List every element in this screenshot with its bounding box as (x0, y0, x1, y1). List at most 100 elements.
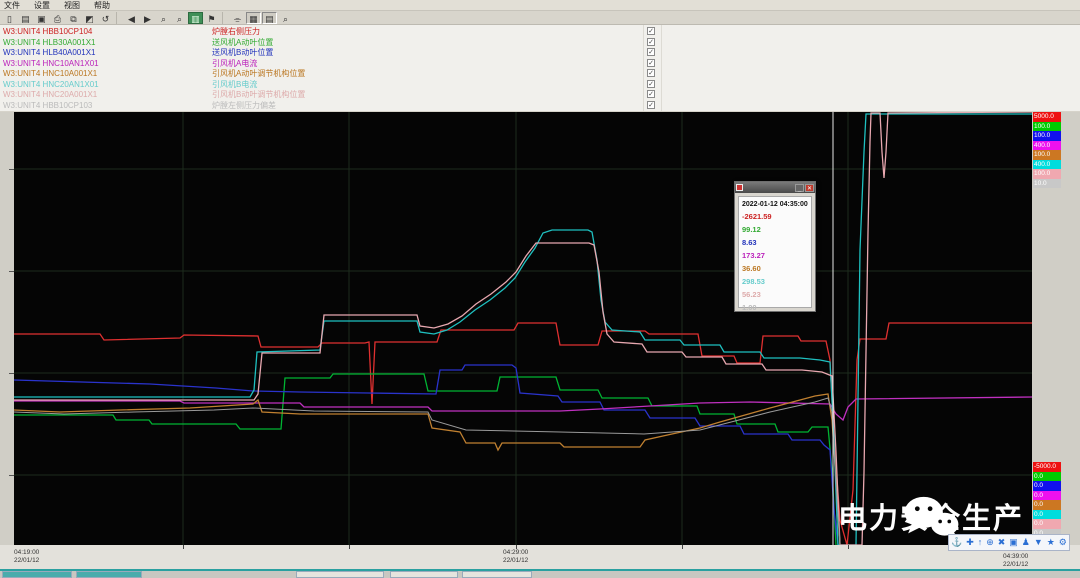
scale-max-labels: 5000.0 100.0 100.0 400.0 100.0 400.0 100.0 10.0 (1033, 112, 1061, 188)
axis-tick (9, 271, 14, 272)
minimize-button[interactable]: _ (795, 183, 804, 192)
legend-row[interactable]: W3:UNIT4 HNC20AN1X01 引风机B电流 ✓ (0, 79, 1080, 90)
taskbar-item[interactable] (76, 571, 142, 578)
pen-visible-checkbox[interactable]: ✓ (647, 69, 655, 77)
legend-row[interactable]: W3:UNIT4 HBB10CP104 炉膛右侧压力 ✓ (0, 26, 1080, 37)
scale-max-value: 400.0 (1033, 159, 1061, 169)
open-icon[interactable]: ▤ (18, 11, 33, 24)
popup-values-panel: 2022-01-12 04:35:00 -2621.59 99.12 8.63 173… (738, 196, 812, 312)
pen-visible-checkbox[interactable]: ✓ (647, 90, 655, 98)
refresh-icon[interactable]: ↺ (98, 11, 113, 24)
pen-description-label: 送风机A动叶位置 (212, 37, 274, 47)
menu-item-0[interactable]: 文件 (4, 0, 20, 10)
legend-row[interactable]: W3:UNIT4 HLB30A001X1 送风机A动叶位置 ✓ (0, 37, 1080, 48)
cursor-value: 8.63 (742, 238, 757, 247)
pen-description-label: 引风机A电流 (212, 58, 258, 68)
time-label-end: 04:39:00 22/01/12 (1003, 553, 1029, 568)
taskbar-item[interactable] (462, 571, 532, 578)
grid-icon[interactable]: ▣ (1009, 537, 1018, 547)
legend-divider (661, 25, 662, 111)
print-icon[interactable]: ⎙ (50, 11, 65, 24)
pen-visible-checkbox[interactable]: ✓ (647, 100, 655, 109)
taskbar-item[interactable] (296, 571, 384, 578)
cursor-value: -2621.59 (742, 212, 772, 221)
cursor-value: 1.00 (742, 303, 757, 312)
pen-visible-checkbox[interactable]: ✓ (647, 37, 655, 46)
cursor-value: 56.23 (742, 290, 761, 299)
axis-tick (349, 545, 350, 549)
settings-icon[interactable]: ⚙ (1058, 537, 1067, 547)
scale-min-value: 0.0 (1033, 481, 1061, 491)
floating-nav-toolbar: ⚓ ✚ ↑ ⊕ ✖ ▣ ♟ ▼ ★ ⚙ (948, 534, 1070, 551)
menu-item-2[interactable]: 视图 (64, 0, 80, 10)
scale-max-value: 400.0 (1033, 140, 1061, 150)
taskbar-item[interactable] (390, 571, 458, 578)
axis-tick (682, 545, 683, 549)
pen-visible-checkbox[interactable]: ✓ (647, 27, 655, 35)
grid-view-icon[interactable]: ▦ (246, 11, 261, 24)
menu-item-3[interactable]: 帮助 (94, 0, 110, 10)
zoom-out-icon[interactable]: ⌕ (172, 11, 187, 24)
trend-plot-area[interactable]: 电力安全生产 (14, 112, 1032, 545)
close-icon[interactable]: ✖ (997, 537, 1006, 547)
trend-line-5 (14, 113, 1032, 545)
legend-row[interactable]: W3:UNIT4 HNC10AN1X01 引风机A电流 ✓ (0, 58, 1080, 69)
pen-visible-checkbox[interactable]: ✓ (647, 58, 655, 67)
menu-item-1[interactable]: 设置 (34, 0, 50, 10)
pen-visible-checkbox[interactable]: ✓ (647, 79, 655, 88)
time-label-start: 04:19:00 22/01/12 (14, 549, 40, 564)
user-icon[interactable]: ♟ (1021, 537, 1030, 547)
pen-legend: W3:UNIT4 HBB10CP104 炉膛右侧压力 ✓ W3:UNIT4 HLB30… (0, 25, 1080, 111)
popup-title-bar[interactable]: _ ✕ (735, 182, 815, 193)
pen-visible-checkbox[interactable]: ✓ (647, 48, 655, 56)
search-icon[interactable]: ⌕ (278, 11, 293, 24)
pen-tag-label: W3:UNIT4 HNC20A001X1 (3, 90, 98, 99)
flag-icon[interactable]: ⚑ (204, 11, 219, 24)
cursor-value: 173.27 (742, 251, 765, 260)
copy-icon[interactable]: ⧉ (66, 11, 81, 24)
y-axis-right-margin: 5000.0 100.0 100.0 400.0 100.0 400.0 100.0 10.0… (1032, 112, 1080, 545)
save-icon[interactable]: ▣ (34, 11, 49, 24)
zoom-in-icon[interactable]: ⌕ (156, 11, 171, 24)
pen-description-label: 送风机B动叶位置 (212, 48, 274, 57)
trend-line-2 (14, 364, 839, 545)
trend-view-icon[interactable]: ▥ (188, 11, 203, 24)
pen-tag-label: W3:UNIT4 HNC20AN1X01 (3, 79, 99, 89)
close-button[interactable]: ✕ (805, 183, 814, 192)
trend-line-7 (14, 397, 841, 545)
scale-min-labels: -5000.0 0.0 0.0 0.0 0.0 0.0 0.0 0.0 (1033, 462, 1061, 538)
trend-line-3 (14, 396, 1032, 422)
table-view-icon[interactable]: ▤ (262, 11, 277, 24)
up-icon[interactable]: ↑ (977, 537, 983, 547)
legend-row[interactable]: W3:UNIT4 HNC20A001X1 引风机B动叶调节机构位置 ✓ (0, 89, 1080, 100)
scale-max-value: 10.0 (1033, 178, 1061, 188)
star-icon[interactable]: ★ (1046, 537, 1055, 547)
scale-max-value: 100.0 (1033, 150, 1061, 160)
anchor-icon[interactable]: ⚓ (950, 537, 963, 547)
scale-max-value: 5000.0 (1033, 112, 1061, 122)
legend-row[interactable]: W3:UNIT4 HNC10A001X1 引风机A动叶调节机构位置 ✓ (0, 68, 1080, 79)
trend-line-1 (14, 373, 837, 545)
legend-row[interactable]: W3:UNIT4 HBB10CP103 炉膛左侧压力偏差 ✓ (0, 100, 1080, 111)
palette-icon[interactable]: ◩ (82, 11, 97, 24)
back-icon[interactable]: ◀ (124, 11, 139, 24)
toolbar-separator (116, 11, 121, 24)
forward-icon[interactable]: ▶ (140, 11, 155, 24)
trend-lines-canvas[interactable] (14, 112, 1032, 545)
move-icon[interactable]: ✚ (966, 537, 974, 547)
trend-line-4 (14, 393, 841, 545)
new-icon[interactable]: ▯ (2, 11, 17, 24)
scale-max-value: 100.0 (1033, 131, 1061, 141)
pen-tag-label: W3:UNIT4 HBB10CP104 (3, 27, 93, 36)
taskbar-item[interactable] (2, 571, 72, 578)
cursor-values-popup[interactable]: _ ✕ 2022-01-12 04:35:00 -2621.59 99.12 8.6… (734, 181, 816, 312)
pen-description-label: 引风机A动叶调节机构位置 (212, 69, 306, 78)
legend-row[interactable]: W3:UNIT4 HLB40A001X1 送风机B动叶位置 ✓ (0, 47, 1080, 58)
down-icon[interactable]: ▼ (1033, 537, 1043, 547)
taskbar-strip (0, 569, 1080, 578)
scale-max-value: 100.0 (1033, 169, 1061, 179)
trend-line-0 (14, 322, 1032, 545)
marker-icon[interactable]: ⌯ (230, 11, 245, 24)
target-icon[interactable]: ⊕ (986, 537, 994, 547)
